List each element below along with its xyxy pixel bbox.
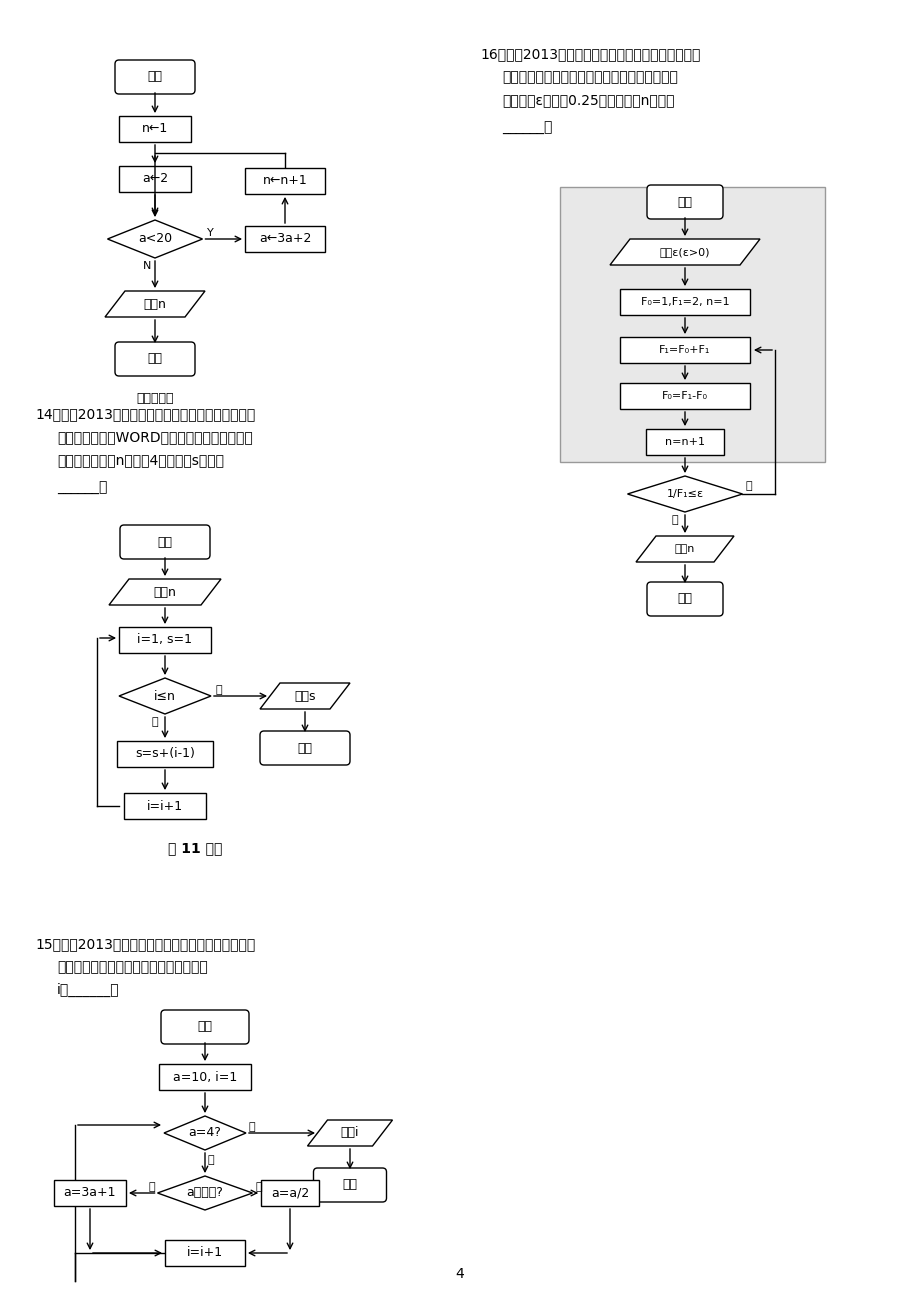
FancyBboxPatch shape — [159, 1064, 251, 1090]
Text: 否: 否 — [208, 1155, 214, 1165]
Text: 序框图，若输入n的値为4，则输出s的値为: 序框图，若输入n的値为4，则输出s的値为 — [57, 453, 223, 467]
Text: （第５题）: （第５题） — [136, 392, 174, 405]
FancyBboxPatch shape — [261, 1180, 319, 1206]
Text: ______．: ______． — [502, 121, 551, 135]
Polygon shape — [164, 1116, 245, 1150]
Text: n=n+1: n=n+1 — [664, 437, 704, 447]
Polygon shape — [635, 536, 733, 562]
Text: ______．: ______． — [57, 480, 108, 495]
Text: a=a/2: a=a/2 — [270, 1186, 309, 1199]
Text: i=1, s=1: i=1, s=1 — [137, 634, 192, 647]
Text: 16．．（2013年普通高等学校招生统一考试山东数学: 16．．（2013年普通高等学校招生统一考试山东数学 — [480, 47, 699, 61]
Text: s=s+(i-1): s=s+(i-1) — [135, 747, 195, 760]
Text: 是: 是 — [152, 717, 158, 727]
Polygon shape — [307, 1120, 392, 1146]
FancyBboxPatch shape — [119, 525, 210, 559]
FancyBboxPatch shape — [161, 1010, 249, 1044]
Text: 4: 4 — [455, 1267, 464, 1281]
FancyBboxPatch shape — [260, 730, 349, 766]
Text: 输入n: 输入n — [153, 586, 176, 599]
FancyBboxPatch shape — [619, 289, 749, 315]
FancyBboxPatch shape — [124, 793, 206, 819]
Text: （理）试题（含答案））执行右图的程序框图，: （理）试题（含答案））执行右图的程序框图， — [502, 70, 677, 85]
Text: F₀=F₁-F₀: F₀=F₁-F₀ — [662, 391, 708, 401]
Text: i≤n: i≤n — [153, 690, 176, 703]
Text: 否: 否 — [744, 480, 751, 491]
FancyBboxPatch shape — [313, 1168, 386, 1202]
Polygon shape — [108, 579, 221, 605]
Text: a=3a+1: a=3a+1 — [63, 1186, 116, 1199]
FancyBboxPatch shape — [119, 116, 191, 142]
Text: 输出s: 输出s — [294, 690, 315, 703]
Text: i=i+1: i=i+1 — [187, 1246, 222, 1259]
Text: 是: 是 — [671, 516, 677, 525]
Text: 第 11 题图: 第 11 题图 — [167, 841, 222, 855]
Text: 结束: 结束 — [342, 1178, 357, 1191]
Polygon shape — [157, 1176, 252, 1210]
Text: F₁=F₀+F₁: F₁=F₀+F₁ — [659, 345, 709, 355]
Text: 结束: 结束 — [676, 592, 692, 605]
Text: 否: 否 — [255, 1182, 262, 1193]
Text: 输出i: 输出i — [340, 1126, 358, 1139]
Text: F₀=1,F₁=2, n=1: F₀=1,F₁=2, n=1 — [640, 297, 729, 307]
Text: n←1: n←1 — [142, 122, 168, 135]
FancyBboxPatch shape — [115, 342, 195, 376]
FancyBboxPatch shape — [560, 187, 824, 462]
Polygon shape — [108, 220, 202, 258]
Text: 输出n: 输出n — [674, 544, 695, 553]
FancyBboxPatch shape — [244, 227, 324, 253]
Text: n←n+1: n←n+1 — [262, 174, 307, 187]
Text: 结束: 结束 — [297, 742, 312, 754]
FancyBboxPatch shape — [619, 337, 749, 363]
FancyBboxPatch shape — [119, 628, 210, 654]
Text: 是: 是 — [148, 1182, 154, 1193]
Text: 开始: 开始 — [147, 70, 163, 83]
Text: a=4?: a=4? — [188, 1126, 221, 1139]
Text: 结束: 结束 — [147, 353, 163, 366]
Text: 程序框图，运行相应的程序，输出的结果: 程序框图，运行相应的程序，输出的结果 — [57, 960, 208, 974]
Text: i=i+1: i=i+1 — [147, 799, 183, 812]
FancyBboxPatch shape — [646, 582, 722, 616]
Text: 开始: 开始 — [198, 1021, 212, 1034]
Text: i＝______．: i＝______． — [57, 983, 119, 997]
Text: 开始: 开始 — [157, 535, 173, 548]
FancyBboxPatch shape — [619, 383, 749, 409]
Polygon shape — [119, 678, 210, 713]
Text: 学（理）卷（绯WORD版））执行如图所示的程: 学（理）卷（绯WORD版））执行如图所示的程 — [57, 430, 253, 444]
Text: 1/F₁≤ε: 1/F₁≤ε — [665, 490, 703, 499]
Text: a←2: a←2 — [142, 172, 168, 185]
Polygon shape — [609, 240, 759, 266]
Text: Y: Y — [207, 228, 213, 238]
Polygon shape — [627, 477, 742, 512]
Text: a是奇数?: a是奇数? — [187, 1186, 223, 1199]
Polygon shape — [260, 684, 349, 710]
Text: 15．．（2013年高考湖北卷（理））阅读如图所示的: 15．．（2013年高考湖北卷（理））阅读如图所示的 — [35, 937, 255, 950]
Text: 若输入的ε的値为0.25，则输出的n的値为: 若输入的ε的値为0.25，则输出的n的値为 — [502, 92, 674, 107]
Text: 是: 是 — [248, 1122, 255, 1131]
FancyBboxPatch shape — [646, 185, 722, 219]
FancyBboxPatch shape — [54, 1180, 126, 1206]
FancyBboxPatch shape — [119, 165, 191, 191]
Text: 14．．（2013年普通高等学校招生统一考试广东省数: 14．．（2013年普通高等学校招生统一考试广东省数 — [35, 408, 255, 421]
Text: a<20: a<20 — [138, 233, 172, 246]
Text: 否: 否 — [215, 685, 222, 695]
FancyBboxPatch shape — [165, 1240, 244, 1266]
Text: 输入ε(ε>0): 输入ε(ε>0) — [659, 247, 709, 256]
FancyBboxPatch shape — [244, 168, 324, 194]
FancyBboxPatch shape — [117, 741, 213, 767]
FancyBboxPatch shape — [115, 60, 195, 94]
Text: a=10, i=1: a=10, i=1 — [173, 1070, 237, 1083]
Text: 输出n: 输出n — [143, 297, 166, 310]
Text: N: N — [142, 260, 151, 271]
Polygon shape — [105, 292, 205, 316]
FancyBboxPatch shape — [645, 428, 723, 454]
Text: a←3a+2: a←3a+2 — [258, 233, 311, 246]
Text: 开始: 开始 — [676, 195, 692, 208]
